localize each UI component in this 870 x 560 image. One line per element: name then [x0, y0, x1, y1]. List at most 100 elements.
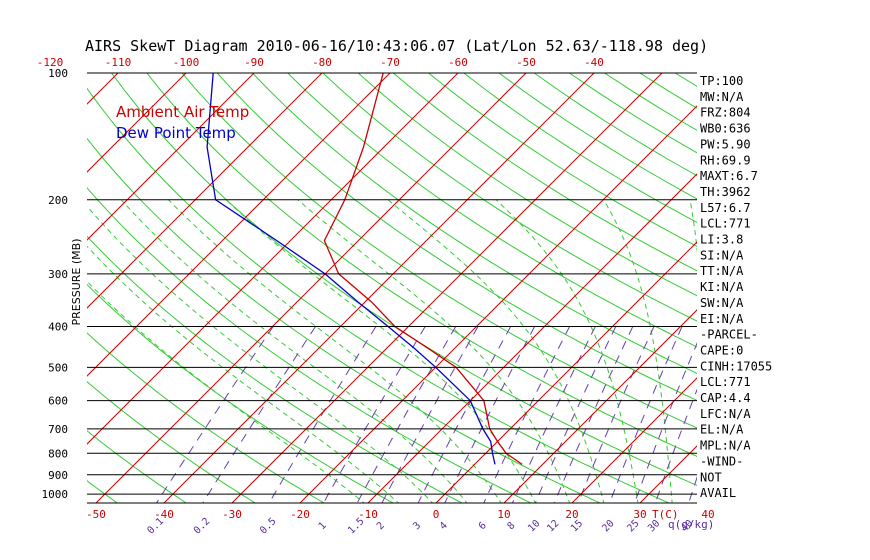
top-temp-tick-label: -120	[37, 56, 64, 69]
mixing-ratio-tick-label: 0.2	[192, 516, 213, 537]
stability-index-item: AVAIL	[700, 486, 736, 500]
stability-index-item: SI:N/A	[700, 248, 744, 262]
mixing-ratio-line	[356, 326, 457, 503]
isotherm-line	[163, 73, 595, 503]
mixing-ratio-tick-label: 8	[505, 520, 517, 532]
stability-index-item: TP:100	[700, 74, 743, 88]
top-temp-tick-label: -50	[516, 56, 536, 69]
mixing-ratio-line	[268, 326, 377, 503]
pressure-tick-label: 500	[48, 361, 68, 374]
isotherm-line	[87, 73, 323, 309]
stability-index-item: LI:3.8	[700, 233, 743, 247]
dry-adiabat-line	[287, 73, 697, 348]
mixing-ratio-line	[511, 326, 596, 503]
mixing-ratio-line	[609, 326, 683, 503]
isotherm-line	[571, 377, 697, 503]
moist-adiabat-line	[168, 199, 502, 503]
stability-index-item: RH:69.9	[700, 153, 751, 167]
top-temp-tick-label: -110	[105, 56, 132, 69]
dry-adiabat-line	[533, 73, 697, 177]
top-temp-tick-label: -40	[584, 56, 604, 69]
temp-units-label: T(C)	[652, 508, 679, 521]
stability-index-item: MW:N/A	[700, 90, 744, 104]
moist-adiabat-line	[387, 199, 605, 503]
pressure-tick-label: 100	[48, 67, 68, 80]
dry-adiabat-line	[110, 73, 697, 486]
stability-index-item: CINH:17055	[700, 359, 772, 373]
stability-index-item: EI:N/A	[700, 312, 744, 326]
mixing-ratio-tick-label: 6	[477, 520, 489, 532]
moist-adiabat-line	[297, 199, 571, 503]
mixing-ratio-line	[654, 388, 697, 503]
pressure-tick-label: 800	[48, 447, 68, 460]
bottom-temp-tick-label: 0	[433, 508, 440, 521]
stability-index-item: NOT	[700, 470, 722, 484]
moist-adiabat-line	[495, 199, 639, 503]
moist-adiabat-line	[87, 205, 434, 503]
stability-index-item: KI:N/A	[700, 280, 744, 294]
dry-adiabat-line	[357, 73, 697, 297]
isotherm-line	[231, 73, 663, 503]
stability-index-item: CAPE:0	[700, 343, 743, 357]
mixing-ratio-tick-label: 1	[317, 520, 329, 532]
pressure-tick-label: 400	[48, 321, 68, 334]
y-axis-label: PRESSURE (MB)	[70, 239, 83, 326]
top-temp-tick-label: -80	[312, 56, 332, 69]
dry-adiabat-line	[181, 73, 697, 429]
isotherm-line	[95, 73, 527, 503]
bottom-temp-tick-label: 30	[633, 508, 646, 521]
stability-index-item: LFC:N/A	[700, 407, 751, 421]
stability-index-item: MPL:N/A	[700, 439, 751, 453]
isotherm-line	[0, 32, 23, 503]
moist-adiabat-line	[120, 199, 468, 503]
dry-adiabat-line	[498, 73, 697, 200]
isotherm-line	[87, 73, 255, 241]
stability-index-item: L57:6.7	[700, 201, 751, 215]
bottom-temp-tick-label: -50	[86, 508, 106, 521]
isotherm-line	[299, 105, 697, 503]
dry-adiabat-line	[251, 73, 697, 374]
isotherm-line	[844, 32, 870, 503]
stability-index-item: LCL:771	[700, 217, 751, 231]
dry-adiabat-line	[87, 87, 671, 503]
mixing-ratio-line	[417, 326, 512, 503]
mixing-ratio-tick-label: 2	[375, 520, 387, 532]
bottom-temp-tick-label: 10	[497, 508, 510, 521]
mixing-ratio-line	[688, 475, 697, 503]
dry-adiabat-line	[0, 54, 51, 505]
mixing-ratio-line	[202, 326, 316, 503]
isotherm-line	[87, 73, 187, 173]
dew-point-temp-line	[206, 73, 496, 465]
mixing-ratio-tick-label: 4	[438, 520, 450, 532]
pressure-tick-label: 900	[48, 469, 68, 482]
mixing-ratio-line	[155, 326, 274, 503]
mixing-ratio-line	[483, 326, 571, 503]
moist-adiabat-line	[87, 280, 365, 503]
stability-index-item: SW:N/A	[700, 296, 744, 310]
mixing-ratio-line	[534, 326, 617, 503]
bottom-temp-tick-label: 40	[701, 508, 714, 521]
legend-dew-point-temp: Dew Point Temp	[116, 124, 236, 142]
ambient-air-temp-line	[323, 73, 523, 465]
dry-adiabat-line	[748, 54, 870, 505]
mixing-ratio-line	[577, 326, 655, 503]
moist-adiabat-line	[87, 245, 400, 503]
pressure-tick-label: 700	[48, 423, 68, 436]
stability-index-item: TT:N/A	[700, 264, 744, 278]
mixing-ratio-tick-label: 0.5	[258, 516, 279, 537]
isotherm-line	[776, 32, 870, 503]
mixing-ratio-tick-label: 10	[526, 518, 542, 534]
pressure-tick-label: 600	[48, 395, 68, 408]
mixing-ratio-line	[634, 342, 697, 503]
stability-index-item: -WIND-	[700, 454, 743, 468]
mixing-ratio-line	[322, 326, 426, 503]
mixing-ratio-tick-label: 12	[545, 518, 561, 534]
mixing-ratio-line	[553, 326, 634, 503]
stability-index-item: TH:3962	[700, 185, 751, 199]
chart-title: AIRS SkewT Diagram 2010-06-16/10:43:06.0…	[85, 37, 708, 55]
bottom-temp-tick-label: -30	[222, 508, 242, 521]
stability-index-item: LCL:771	[700, 375, 751, 389]
stability-index-item: WB0:636	[700, 122, 751, 136]
stability-index-item: FRZ:804	[700, 106, 751, 120]
